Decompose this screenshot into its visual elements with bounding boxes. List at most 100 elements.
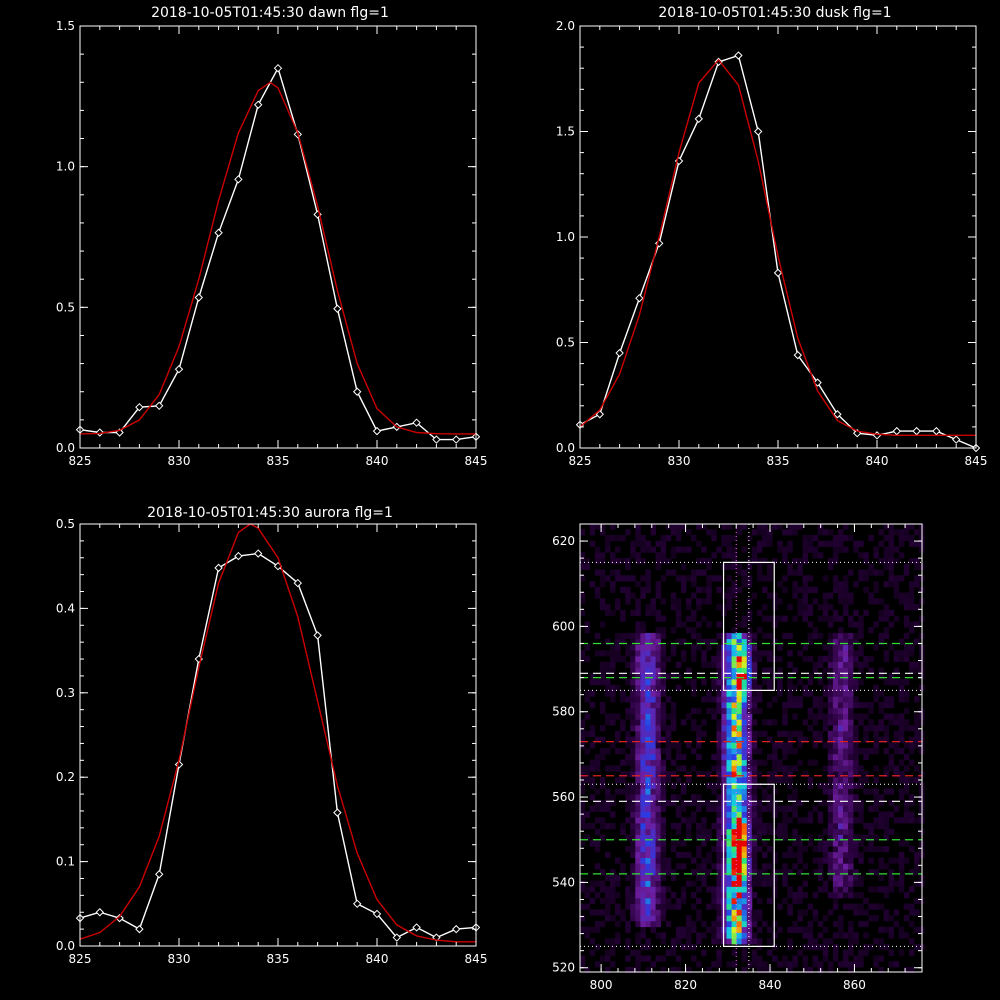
heatmap-cell: [701, 569, 707, 576]
heatmap-cell: [726, 823, 732, 830]
heatmap-cell: [858, 552, 864, 559]
heatmap-cell: [817, 846, 824, 853]
heatmap-cell: [655, 886, 662, 893]
heatmap-cell: [838, 823, 844, 830]
heatmap-cell: [645, 679, 651, 686]
heatmap-cell: [736, 932, 743, 939]
panel-dusk: 2018-10-05T01:45:30 dusk flg=1 825 830 835…: [556, 5, 988, 468]
heatmap-cell: [863, 558, 869, 565]
heatmap-cell: [726, 563, 732, 570]
heatmap-cell: [726, 713, 732, 720]
heatmap-cell: [630, 702, 636, 709]
heatmap-cell: [767, 949, 773, 956]
heatmap-cell: [843, 776, 849, 784]
heatmap-cell: [696, 725, 702, 732]
heatmap-cell: [615, 874, 621, 881]
heatmap-cell: [635, 834, 641, 841]
heatmap-cell: [660, 782, 667, 789]
heatmap-cell: [792, 615, 798, 622]
heatmap-cell: [898, 540, 905, 547]
heatmap-cell: [838, 788, 844, 795]
heatmap-cell: [640, 840, 646, 847]
heatmap-cell: [822, 943, 829, 951]
heatmap-cell: [579, 886, 586, 893]
heatmap-cell: [630, 707, 636, 714]
heatmap-cell: [736, 707, 743, 714]
heatmap-cell: [741, 730, 748, 737]
heatmap-cell: [908, 846, 915, 853]
heatmap-cell: [655, 840, 662, 847]
heatmap-cell: [802, 552, 808, 559]
heatmap-cell: [772, 655, 778, 663]
heatmap-cell: [843, 753, 849, 761]
heatmap-cell: [691, 679, 697, 686]
heatmap-cell: [665, 655, 672, 663]
heatmap-cell: [873, 725, 879, 732]
heatmap-cell: [746, 575, 753, 582]
heatmap-cell: [878, 863, 884, 870]
heatmap-cell: [706, 598, 712, 605]
heatmap-cell: [777, 523, 783, 530]
heatmap-cell: [853, 955, 859, 962]
y-tick-label: 540: [552, 875, 575, 889]
heatmap-cell: [898, 748, 905, 755]
heatmap-cell: [670, 707, 677, 714]
heatmap-cell: [838, 598, 844, 605]
heatmap-cell: [696, 938, 702, 945]
heatmap-cell: [579, 880, 586, 887]
heatmap-cell: [832, 857, 839, 864]
heatmap-cell: [579, 955, 586, 962]
heatmap-cell: [584, 776, 591, 784]
heatmap-cell: [848, 569, 854, 576]
heatmap-cell: [787, 967, 793, 974]
heatmap-cell: [594, 961, 601, 968]
heatmap-cell: [843, 702, 849, 709]
heatmap-cell: [589, 690, 596, 697]
heatmap-cell: [584, 926, 591, 933]
heatmap-cell: [848, 943, 854, 951]
heatmap-cell: [751, 799, 758, 807]
heatmap-cell: [604, 748, 611, 755]
heatmap-cell: [807, 638, 814, 645]
heatmap-cell: [838, 857, 844, 864]
data-point: [372, 426, 382, 436]
heatmap-cell: [640, 828, 646, 835]
heatmap-cell: [655, 759, 662, 766]
heatmap-cell: [883, 702, 890, 709]
heatmap-cell: [680, 817, 687, 824]
heatmap-cell: [741, 523, 748, 530]
heatmap-cell: [660, 897, 667, 905]
heatmap-cell: [731, 805, 738, 812]
heatmap-cell: [625, 558, 631, 565]
heatmap-cell: [716, 725, 722, 732]
heatmap-cell: [853, 684, 859, 691]
heatmap-cell: [893, 920, 900, 928]
heatmap-cell: [594, 863, 601, 870]
heatmap-cell: [868, 886, 874, 893]
heatmap-cell: [858, 569, 864, 576]
heatmap-cell: [736, 897, 743, 905]
heatmap-cell: [604, 967, 611, 974]
heatmap-cell: [660, 552, 667, 559]
heatmap-cell: [696, 909, 702, 916]
heatmap-cell: [686, 967, 692, 974]
heatmap-cell: [741, 794, 748, 801]
heatmap-cell: [822, 955, 829, 962]
heatmap-cell: [579, 788, 586, 795]
heatmap-cell: [620, 558, 626, 565]
heatmap-cell: [650, 644, 656, 651]
heatmap-cell: [741, 673, 748, 680]
heatmap-cell: [883, 615, 890, 622]
heatmap-cell: [625, 834, 631, 841]
heatmap-cell: [579, 725, 586, 732]
heatmap-cell: [827, 655, 834, 663]
heatmap-cell: [863, 897, 869, 905]
heatmap-cell: [838, 632, 844, 640]
heatmap-cell: [635, 702, 641, 709]
heatmap-cell: [675, 840, 682, 847]
heatmap-cell: [675, 932, 682, 939]
heatmap-cell: [731, 730, 738, 737]
heatmap-cell: [832, 765, 839, 772]
heatmap-cell: [726, 540, 732, 547]
heatmap-cell: [716, 869, 722, 876]
